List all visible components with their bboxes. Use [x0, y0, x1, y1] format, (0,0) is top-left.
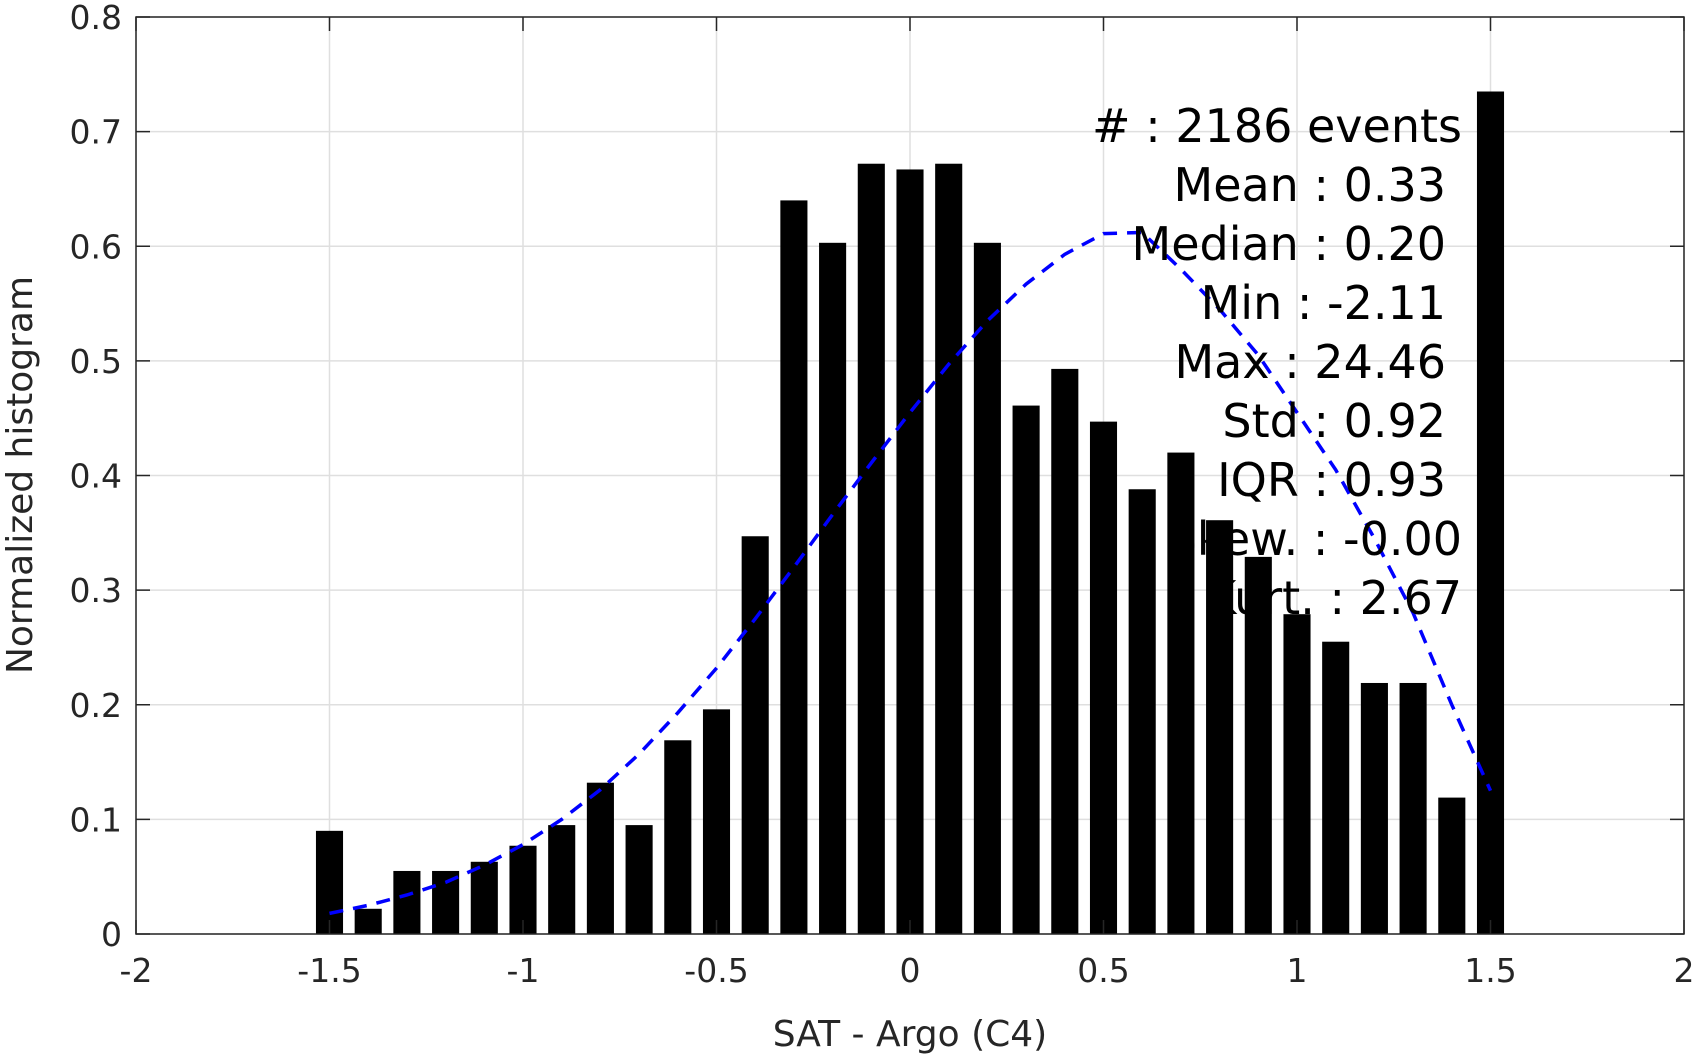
histogram-bar — [1206, 520, 1234, 934]
histogram-bar — [780, 200, 808, 934]
x-tick-label: -1.5 — [297, 951, 361, 990]
stat-line: Std : 0.92 — [1222, 394, 1446, 448]
axis-ticks: -2 -1.5 -1 -0.5 0 0.5 1 1.5 2 0 0.1 0.2 0.3 0.4 0.5 0.6… — [70, 0, 1695, 990]
x-tick-label: -1 — [507, 951, 540, 990]
stat-line: IQR : 0.93 — [1217, 453, 1446, 507]
y-axis-label: Normalized histogram — [0, 276, 41, 674]
y-tick-label: 0.4 — [70, 457, 122, 496]
histogram-bar — [819, 242, 847, 934]
histogram-bar — [315, 830, 344, 934]
histogram-bar — [509, 845, 537, 934]
y-tick-label: 0.3 — [70, 571, 122, 610]
histogram-bar — [1128, 489, 1156, 934]
histogram-bar — [393, 870, 421, 934]
histogram-bar — [935, 163, 963, 935]
histogram-bar — [586, 782, 614, 934]
histogram-bar — [354, 908, 382, 934]
histogram-bar — [1399, 682, 1427, 934]
histogram-bar — [857, 163, 885, 935]
histogram-bar — [702, 709, 731, 934]
y-tick-label: 0.6 — [70, 227, 122, 266]
histogram-bar — [1012, 405, 1040, 934]
stat-line: Kurt. : 2.67 — [1206, 571, 1462, 625]
histogram-bar — [896, 169, 924, 935]
normal-fit-curve — [329, 230, 1493, 916]
histogram-bar — [470, 861, 498, 934]
histogram-bar — [1438, 797, 1466, 934]
histogram-bar — [1244, 556, 1272, 934]
stat-line: Min : -2.11 — [1201, 276, 1446, 330]
y-tick-label: 0 — [101, 915, 122, 954]
x-tick-label: -2 — [120, 951, 153, 990]
histogram-bar — [625, 825, 653, 934]
histogram-bar — [973, 242, 1001, 934]
y-tick-label: 0.8 — [70, 0, 122, 37]
y-tick-label: 0.5 — [70, 342, 122, 381]
histogram-bar — [1322, 641, 1350, 934]
x-tick-label: 0 — [900, 951, 921, 990]
histogram-bar — [548, 825, 576, 934]
stat-line: Median : 0.20 — [1132, 217, 1446, 271]
histogram-bar — [1476, 91, 1505, 935]
y-tick-label: 0.2 — [70, 686, 122, 725]
x-tick-label: 0.5 — [1077, 951, 1129, 990]
x-tick-label: 1.5 — [1464, 951, 1516, 990]
histogram-bar — [1089, 421, 1118, 935]
y-tick-label: 0.7 — [70, 113, 122, 152]
x-tick-label: 2 — [1674, 951, 1695, 990]
histogram-bar — [1051, 368, 1079, 934]
histogram-bar — [741, 536, 769, 934]
stat-line: Max : 24.46 — [1174, 335, 1446, 389]
x-tick-label: -0.5 — [684, 951, 748, 990]
x-tick-label: 1 — [1287, 951, 1308, 990]
histogram-bar — [432, 870, 460, 934]
x-axis-label: SAT - Argo (C4) — [773, 1014, 1047, 1055]
stat-line: Mean : 0.33 — [1174, 158, 1447, 212]
histogram-bar — [1167, 452, 1195, 934]
y-tick-label: 0.1 — [70, 800, 122, 839]
histogram-bar — [1360, 682, 1388, 934]
histogram-bar — [664, 740, 692, 934]
stat-line: Skew. : -0.00 — [1168, 512, 1462, 566]
stat-line: # : 2186 events — [1092, 99, 1462, 153]
histogram-bars — [315, 91, 1505, 935]
histogram-bar — [1283, 614, 1311, 934]
